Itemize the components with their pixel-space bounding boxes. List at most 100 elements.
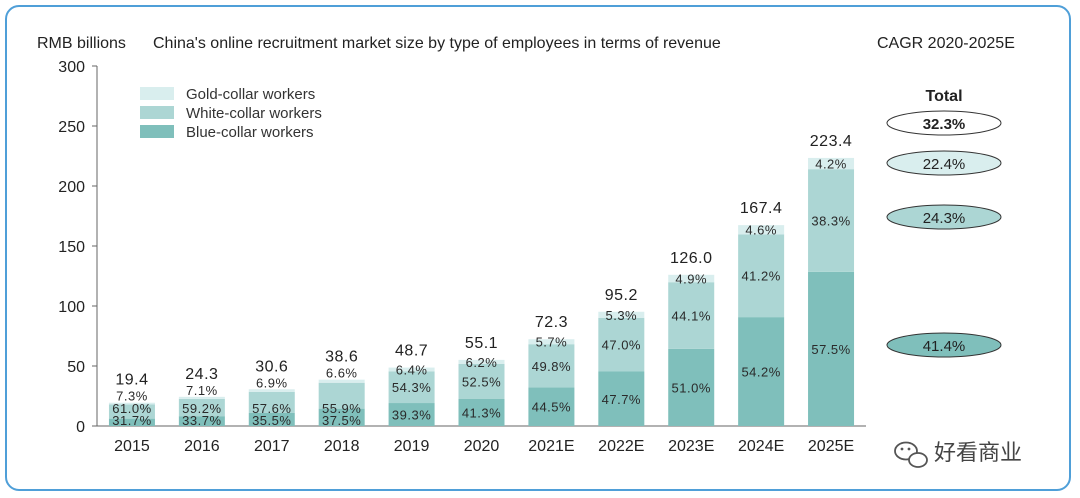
segment-label: 54.2%: [741, 365, 780, 380]
total-label: 167.4: [740, 200, 783, 217]
segment-label: 55.9%: [322, 401, 361, 416]
x-tick-label: 2017: [254, 438, 290, 455]
legend-label: White-collar workers: [186, 105, 322, 122]
bar-segment-blue-collar-workers2022E: [598, 371, 645, 426]
bar-segment-gold-collar-workers2022E: [598, 311, 645, 318]
segment-label: 4.9%: [675, 272, 707, 287]
cagr-ellipse: [886, 150, 1002, 176]
total-label: 48.7: [395, 343, 428, 360]
segment-label: 6.9%: [256, 375, 288, 390]
bar-segment-white-collar-workers2023E: [668, 282, 715, 349]
y-axis-label: RMB billions: [37, 35, 126, 52]
cagr-ellipse: [886, 332, 1002, 358]
segment-label: 44.1%: [672, 309, 711, 324]
segment-label: 61.0%: [112, 401, 151, 416]
bar-segment-blue-collar-workers2016: [178, 416, 225, 426]
bar-segment-blue-collar-workers2017: [248, 412, 295, 426]
bar-segment-blue-collar-workers2023E: [668, 348, 715, 426]
legend-swatch: [140, 87, 174, 100]
x-tick-label: 2024E: [738, 438, 784, 455]
bar-segment-white-collar-workers2017: [248, 391, 295, 413]
total-label: 55.1: [465, 335, 498, 352]
segment-label: 33.7%: [182, 413, 221, 428]
y-tick-label: 0: [76, 419, 85, 436]
total-label: 19.4: [115, 372, 148, 389]
total-label: 24.3: [185, 366, 218, 383]
total-label: 126.0: [670, 250, 713, 267]
y-tick-label: 250: [58, 119, 85, 136]
segment-label: 57.5%: [811, 342, 850, 357]
segment-label: 41.3%: [462, 405, 501, 420]
segment-label: 4.2%: [815, 157, 847, 172]
segment-label: 49.8%: [532, 359, 571, 374]
segment-label: 7.3%: [116, 389, 148, 404]
total-label: 72.3: [535, 314, 568, 331]
bar-segment-gold-collar-workers2016: [178, 396, 225, 399]
bar-segment-gold-collar-workers2019: [388, 367, 435, 372]
watermark: 好看商业: [894, 440, 1022, 468]
bar-segment-gold-collar-workers2017: [248, 389, 295, 392]
cagr-label: 24.3%: [923, 210, 966, 227]
segment-label: 5.7%: [536, 335, 568, 350]
x-tick-label: 2016: [184, 438, 220, 455]
cagr-label: 32.3%: [923, 116, 966, 133]
cagr-ellipse: [886, 110, 1002, 136]
bar-segment-gold-collar-workers2025E: [808, 157, 855, 170]
segment-label: 52.5%: [462, 374, 501, 389]
segment-label: 47.7%: [602, 392, 641, 407]
bar-segment-gold-collar-workers2023E: [668, 274, 715, 283]
x-tick-label: 2020: [464, 438, 500, 455]
bar-segment-white-collar-workers2016: [178, 398, 225, 417]
total-label: 30.6: [255, 358, 288, 375]
y-tick-label: 200: [58, 179, 85, 196]
cagr-header: CAGR 2020-2025E: [877, 35, 1015, 52]
cagr-label: 41.4%: [923, 338, 966, 355]
legend-swatch: [140, 125, 174, 138]
legend-label: Blue-collar workers: [186, 124, 314, 141]
segment-label: 6.4%: [396, 362, 428, 377]
legend: Gold-collar workers White-collar workers B…: [140, 86, 322, 141]
bar-segment-white-collar-workers2021E: [528, 344, 575, 388]
segment-label: 44.5%: [532, 400, 571, 415]
total-label: 38.6: [325, 349, 358, 366]
chart-title: China's online recruitment market size b…: [153, 35, 721, 52]
segment-label: 59.2%: [182, 401, 221, 416]
segment-label: 4.6%: [745, 223, 777, 238]
segment-label: 37.5%: [322, 413, 361, 428]
segment-label: 6.6%: [326, 366, 358, 381]
bar-segment-gold-collar-workers2018: [318, 379, 365, 383]
bar-segment-blue-collar-workers2019: [388, 403, 435, 426]
y-tick-label: 50: [67, 359, 85, 376]
x-tick-label: 2023E: [668, 438, 714, 455]
bar-segment-white-collar-workers2020: [458, 363, 505, 399]
wechat-icon: [894, 441, 928, 468]
x-tick-label: 2019: [394, 438, 430, 455]
bar-segment-gold-collar-workers2024E: [738, 225, 785, 235]
x-tick-label: 2021E: [528, 438, 574, 455]
x-tick-label: 2018: [324, 438, 360, 455]
segment-label: 6.2%: [466, 355, 498, 370]
cagr-ellipses: 32.3% 22.4% 24.3% 41.4%: [886, 110, 1002, 358]
total-label: 223.4: [810, 133, 853, 150]
axes: 0 50 100 150 200 250 300: [58, 59, 866, 436]
cagr-label: 22.4%: [923, 156, 966, 173]
segment-label: 38.3%: [811, 214, 850, 229]
bar-segment-gold-collar-workers2021E: [528, 339, 575, 345]
bar-segment-gold-collar-workers2015: [108, 402, 155, 405]
segment-label: 57.6%: [252, 401, 291, 416]
bar-segment-blue-collar-workers2015: [108, 418, 155, 426]
bars: 31.7%61.0%7.3%19.4 2015 33.7%59.2% 7.1%24.3…: [108, 133, 855, 455]
segment-label: 39.3%: [392, 408, 431, 423]
legend-swatch: [140, 106, 174, 119]
segment-label: 7.1%: [186, 383, 218, 398]
segment-label: 5.3%: [605, 308, 637, 323]
segment-label: 31.7%: [112, 413, 151, 428]
bar-segment-white-collar-workers2024E: [738, 234, 785, 318]
bar-segment-blue-collar-workers2020: [458, 398, 505, 426]
cagr-total-header: Total: [925, 88, 962, 105]
watermark-text: 好看商业: [934, 440, 1022, 465]
bar-segment-white-collar-workers2019: [388, 371, 435, 404]
legend-label: Gold-collar workers: [186, 86, 315, 103]
bar-segment-white-collar-workers2022E: [598, 317, 645, 372]
segment-label: 51.0%: [672, 380, 711, 395]
